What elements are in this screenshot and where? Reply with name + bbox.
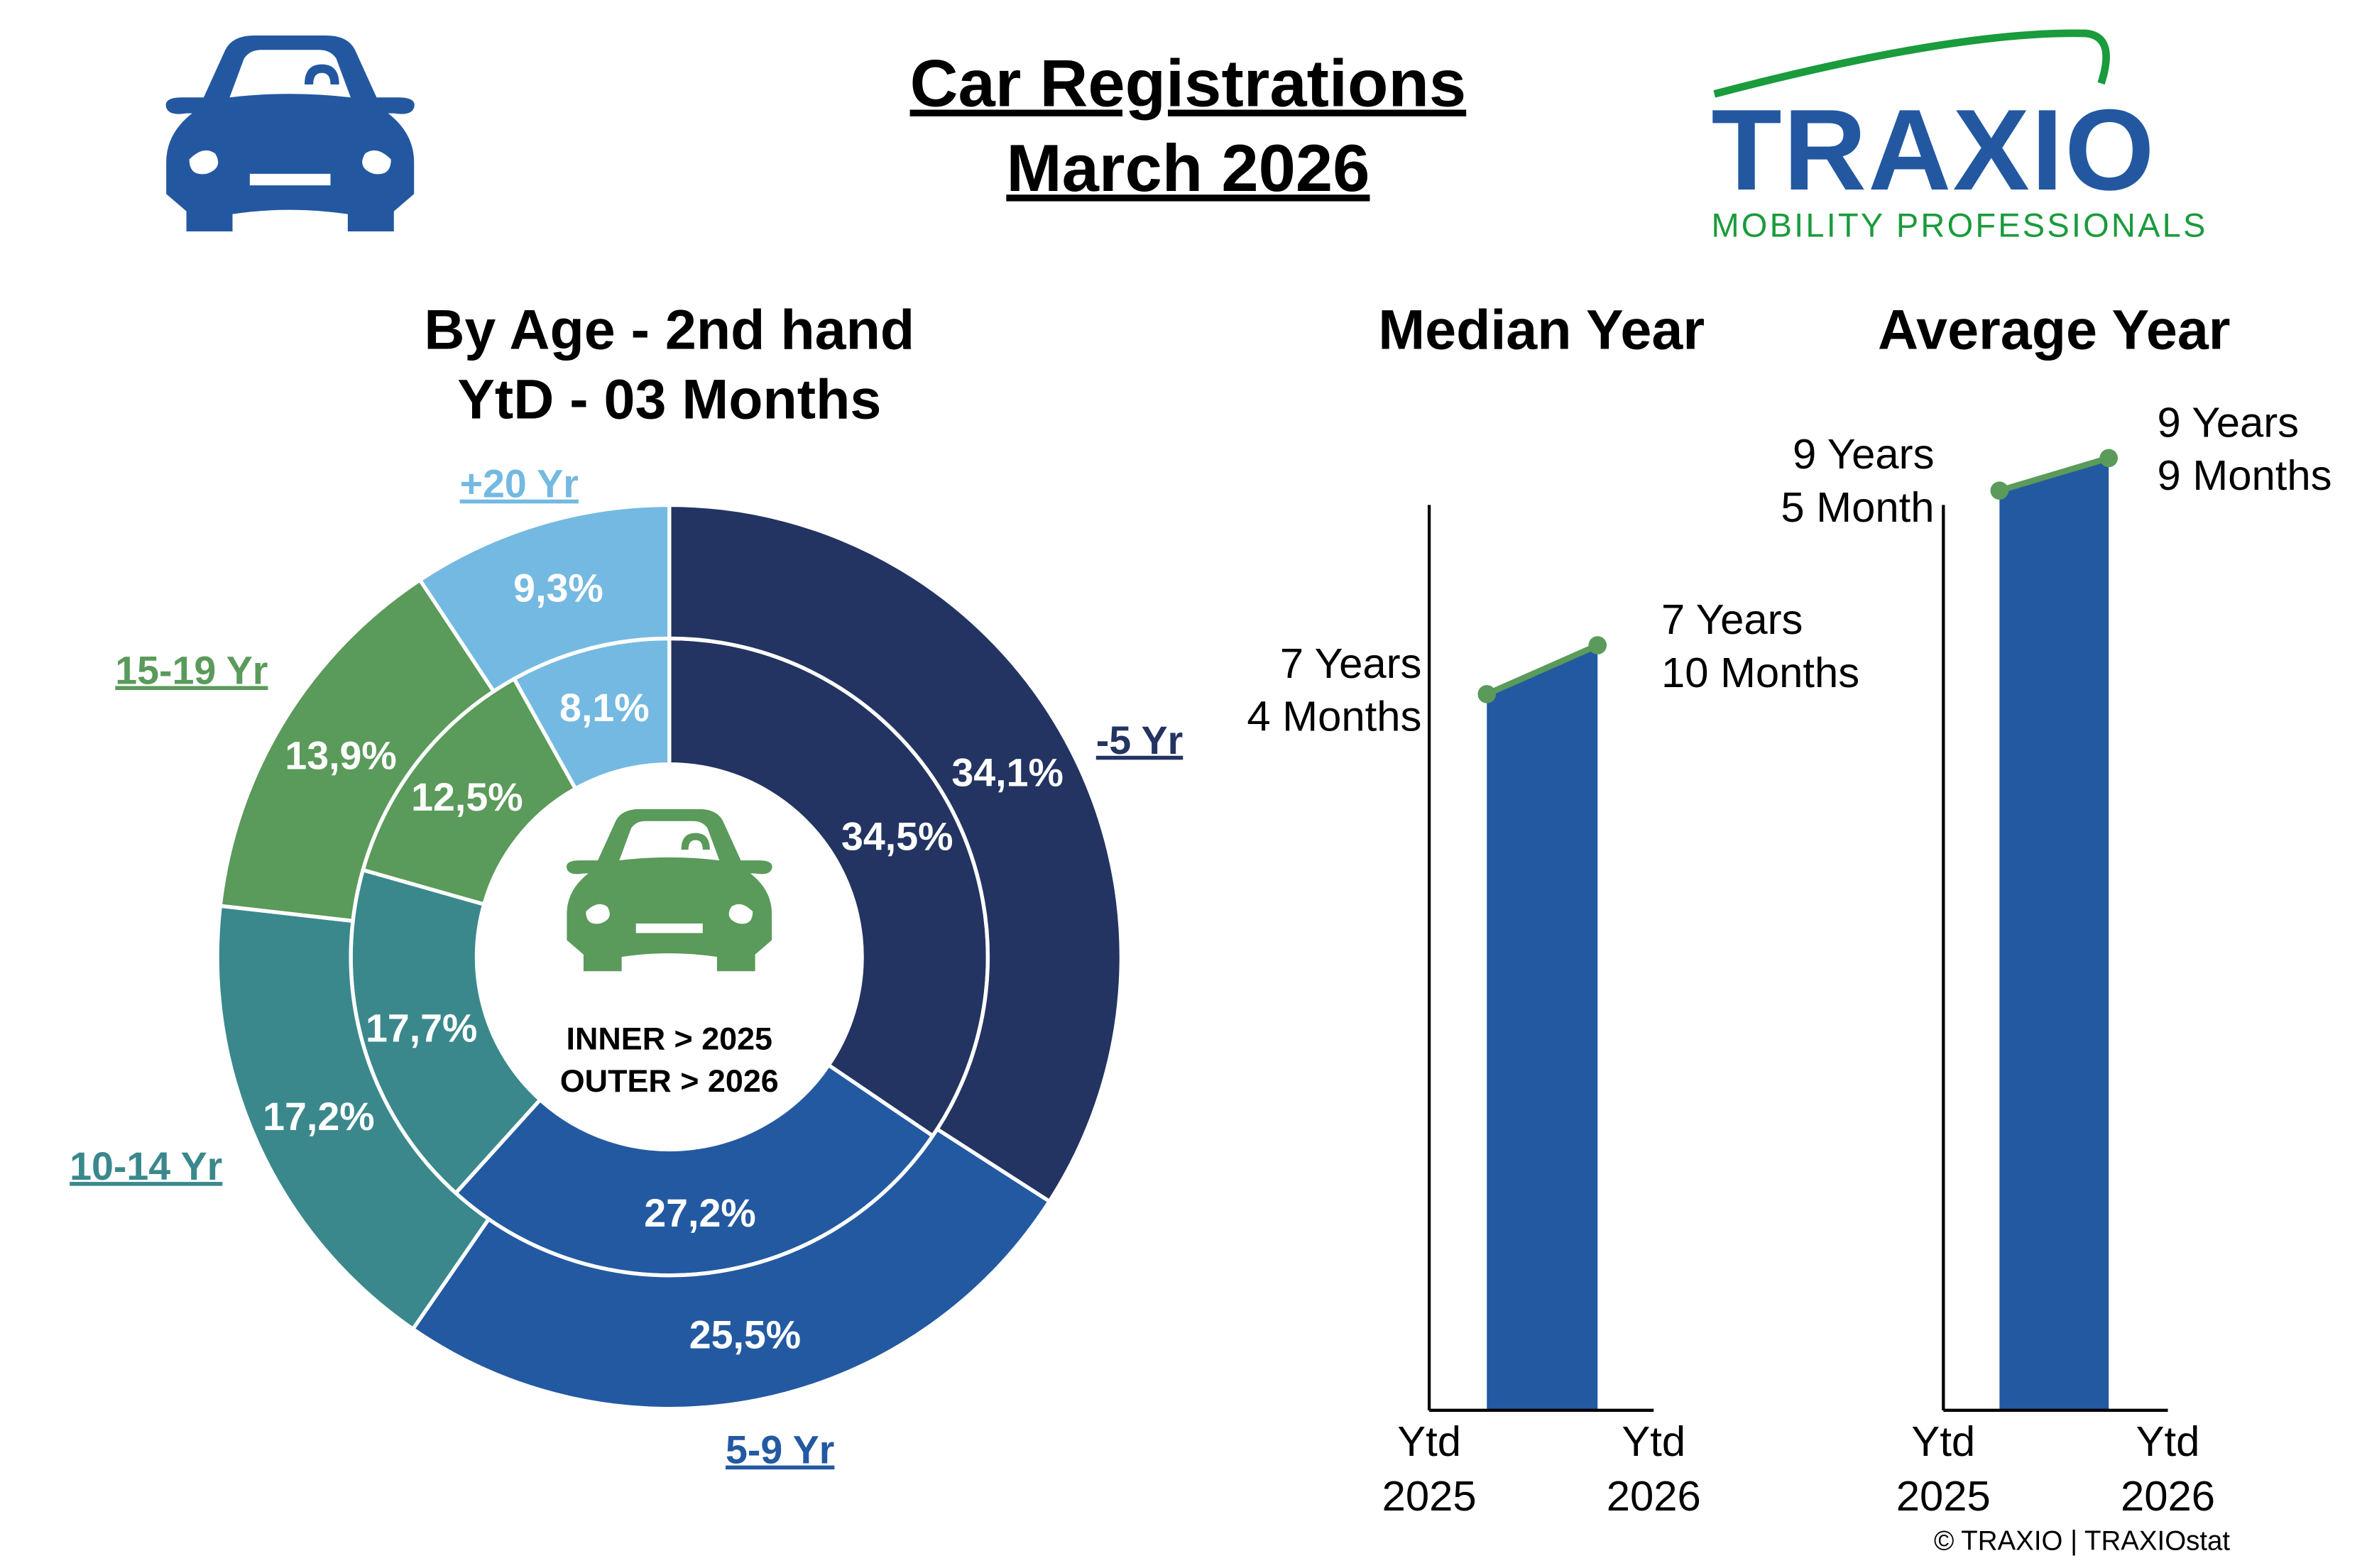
donut-chart: 34,5% 27,2% 17,7% 12,5% 8,1% 34,1% 25,5% 17,2% 1… (70, 462, 1183, 1472)
donut-slice-2026-2 (215, 904, 491, 1332)
donut-label-2025-0: 34,5% (841, 814, 953, 858)
page-title-line1: Car Registrations (910, 46, 1467, 121)
data-point-1 (2099, 449, 2118, 468)
bar-charts: 7 Years 4 Months 7 Years 10 Months Ytd 2025 Yt… (1247, 398, 2332, 1520)
bar-area-0 (1487, 645, 1598, 1410)
donut-label-2026-0: 34,1% (951, 750, 1063, 794)
legend-label: 10-14 Yr (70, 1144, 222, 1188)
donut-subtitle: YtD - 03 Months (457, 368, 881, 431)
trend-line (1999, 455, 2110, 494)
x-tick-label: 2025 (1896, 1472, 1991, 1520)
copyright: © TRAXIO | TRAXIOstat (1934, 1525, 2230, 1556)
average-title: Average Year (1878, 297, 2231, 361)
donut-slice-2026-4 (417, 503, 672, 694)
x-tick-label: 2026 (2121, 1472, 2215, 1520)
value-label-0: 9 Years (1793, 430, 1935, 478)
logo-tagline: MOBILITY PROFESSIONALS (1711, 206, 2207, 243)
traxio-logo: TRAXIO MOBILITY PROFESSIONALS (1711, 29, 2207, 243)
donut-title: By Age - 2nd hand (424, 297, 914, 361)
bar-area-1 (1999, 458, 2109, 1410)
value-label-1: 10 Months (1661, 649, 1859, 696)
donut-label-2025-2: 17,7% (366, 1007, 477, 1051)
donut-label-2026-4: 9,3% (513, 566, 603, 610)
data-point-1 (1588, 636, 1607, 654)
data-point-0 (1477, 685, 1497, 703)
median-title: Median Year (1378, 297, 1705, 361)
page-title-line2: March 2026 (1006, 131, 1370, 205)
car-icon (165, 35, 415, 232)
trend-line (1485, 642, 1599, 697)
logo-wordmark: TRAXIO (1711, 86, 2155, 214)
x-tick-label: 2026 (1607, 1472, 1701, 1520)
center-text-outer: OUTER > 2026 (560, 1063, 779, 1099)
value-label-0: 7 Years (1280, 640, 1422, 687)
logo-swoosh (1713, 29, 2110, 98)
value-label-0: 5 Month (1781, 483, 1934, 531)
car-icon-center (566, 808, 772, 972)
legend-label: -5 Yr (1096, 718, 1183, 762)
donut-slice-2026-1 (410, 1126, 1052, 1411)
value-label-0: 4 Months (1247, 693, 1421, 740)
legend-label: 15-19 Yr (115, 649, 268, 693)
donut-label-2026-2: 17,2% (263, 1095, 374, 1139)
donut-label-2025-4: 8,1% (559, 686, 650, 730)
x-tick-label: Ytd (2136, 1418, 2200, 1465)
donut-slice-2026-0 (667, 503, 1124, 1205)
x-tick-label: Ytd (1911, 1418, 1975, 1465)
data-point-0 (1990, 481, 2009, 500)
donut-label-2025-1: 27,2% (644, 1191, 755, 1235)
value-label-1: 9 Years (2158, 398, 2300, 446)
value-label-1: 9 Months (2158, 451, 2332, 499)
legend-label: 5-9 Yr (726, 1428, 834, 1472)
value-label-1: 7 Years (1661, 596, 1803, 643)
x-tick-label: Ytd (1397, 1418, 1461, 1465)
x-tick-label: 2025 (1382, 1472, 1477, 1520)
donut-label-2026-1: 25,5% (689, 1312, 801, 1356)
legend-label: +20 Yr (460, 462, 579, 506)
center-text-inner: INNER > 2025 (567, 1020, 772, 1056)
donut-label-2025-3: 12,5% (411, 775, 523, 819)
donut-label-2026-3: 13,9% (285, 734, 396, 778)
x-tick-label: Ytd (1622, 1418, 1685, 1465)
